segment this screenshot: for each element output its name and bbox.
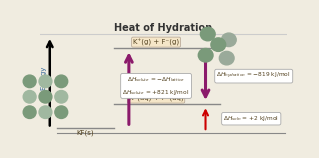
Circle shape	[23, 106, 36, 118]
Text: $\Delta H_{soln}$ = +2 kJ/mol: $\Delta H_{soln}$ = +2 kJ/mol	[223, 114, 279, 123]
Circle shape	[198, 49, 213, 62]
Text: KF(s): KF(s)	[77, 129, 94, 136]
Circle shape	[23, 75, 36, 88]
Text: K⁺(aq) + F⁻(aq): K⁺(aq) + F⁻(aq)	[129, 94, 183, 102]
Text: $\Delta H_{solute}$ = $-\Delta H_{lattice}$
$\Delta H_{solute}$ = +821 kJ/mol: $\Delta H_{solute}$ = $-\Delta H_{lattic…	[122, 75, 190, 97]
Circle shape	[55, 106, 68, 118]
Circle shape	[211, 38, 226, 51]
Text: $\Delta H_{hydration}$ = $-$819 kJ/mol: $\Delta H_{hydration}$ = $-$819 kJ/mol	[217, 71, 291, 81]
Circle shape	[55, 91, 68, 103]
Text: K⁺(g) + F⁻(g): K⁺(g) + F⁻(g)	[133, 39, 179, 46]
Circle shape	[39, 106, 52, 118]
Circle shape	[39, 75, 52, 88]
Circle shape	[55, 75, 68, 88]
Circle shape	[219, 51, 234, 65]
Circle shape	[200, 27, 215, 41]
Text: Energy: Energy	[41, 65, 47, 90]
Circle shape	[23, 91, 36, 103]
Text: Heat of Hydration: Heat of Hydration	[115, 23, 212, 33]
Circle shape	[221, 33, 236, 47]
Circle shape	[39, 91, 52, 103]
